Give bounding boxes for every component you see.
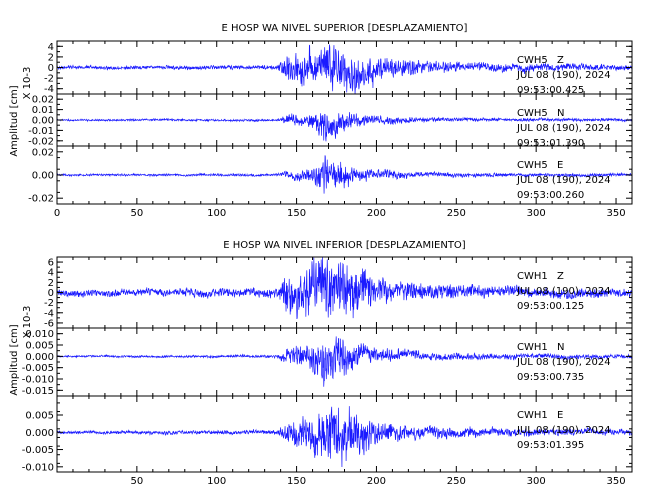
x-tick-label: 300 <box>527 476 546 487</box>
time-label: 09:53:01.395 <box>517 440 584 451</box>
seismogram-group-inferior: E HOSP WA NIVEL INFERIOR [DESPLAZAMIENTO… <box>9 240 633 487</box>
x-tick-label: 150 <box>287 476 306 487</box>
x-tick-label: 300 <box>527 208 546 219</box>
station-label: CWH1 <box>517 410 548 421</box>
panel-cwh5-e: -0.02 0.00 0.02 CWH5 E JUL 08 (190), 2024 09:5… <box>28 145 633 205</box>
scale-label: X 10-3 <box>22 67 33 100</box>
component-label: E <box>557 160 563 171</box>
y-tick-label: 0.00 <box>32 116 54 127</box>
component-label: N <box>557 342 564 353</box>
y-tick-label: -4 <box>44 84 54 95</box>
x-tick-label: 350 <box>606 208 625 219</box>
y-tick-label: 6 <box>48 258 54 269</box>
waveform-trace-cwh5-n <box>56 112 633 142</box>
waveform-trace-cwh5-z <box>56 44 633 95</box>
waveform-trace-cwh1-z <box>56 256 633 320</box>
date-label: JUL 08 (190), 2024 <box>516 175 611 186</box>
y-tick-label: 0.00 <box>32 171 54 182</box>
y-tick-label: 0.000 <box>25 352 54 363</box>
station-label: CWH5 <box>517 160 548 171</box>
x-tick-label: 250 <box>447 476 466 487</box>
y-tick-label: -0.015 <box>22 386 54 397</box>
y-tick-label: 0 <box>48 288 54 299</box>
y-tick-label: 0.000 <box>25 428 54 439</box>
y-tick-label: -2 <box>44 74 54 85</box>
x-tick-label: 50 <box>130 208 143 219</box>
y-tick-label: -0.02 <box>28 136 54 147</box>
y-tick-label: 0 <box>48 63 54 74</box>
y-tick-label: 0.01 <box>32 105 54 116</box>
x-tick-label: 100 <box>207 208 226 219</box>
x-tick-label: 250 <box>447 208 466 219</box>
component-label: Z <box>557 55 564 66</box>
y-tick-label: 0.02 <box>32 95 54 106</box>
station-label: CWH5 <box>517 55 548 66</box>
x-tick-label: 200 <box>367 208 386 219</box>
y-tick-label: 4 <box>48 268 54 279</box>
y-tick-label: -0.01 <box>28 126 54 137</box>
panel-cwh1-e: -0.010 -0.005 0.000 0.005 CWH1 E JUL 08 (190),… <box>22 395 633 473</box>
x-tick-label: 0 <box>54 208 60 219</box>
y-tick-label: -0.02 <box>28 194 54 205</box>
date-label: JUL 08 (190), 2024 <box>516 123 611 134</box>
time-label: 09:53:01.390 <box>517 138 584 149</box>
y-axis-label: Amplitud [cm] <box>9 324 20 395</box>
y-tick-label: -6 <box>44 318 54 329</box>
y-tick-label: -2 <box>44 298 54 309</box>
waveform-trace-cwh1-e <box>56 406 633 467</box>
y-tick-label: -0.010 <box>22 375 54 386</box>
station-label: CWH1 <box>517 271 548 282</box>
station-label: CWH1 <box>517 342 548 353</box>
waveform-trace-cwh5-e <box>56 155 633 194</box>
component-label: E <box>557 410 563 421</box>
panel-cwh5-z: -4-2024 CWH5 Z JUL 08 (190), 2024 09:53:00.4… <box>22 40 633 100</box>
waveform-trace-cwh1-n <box>56 336 633 387</box>
y-tick-label: 0.02 <box>32 147 54 158</box>
y-tick-label: 2 <box>48 278 54 289</box>
seismogram-group-superior: E HOSP WA NIVEL SUPERIOR [DESPLAZAMIENTO… <box>9 23 633 219</box>
y-tick-label: 0.005 <box>25 341 54 352</box>
component-label: Z <box>557 271 564 282</box>
scale-label: X 10-3 <box>22 306 33 339</box>
x-tick-label: 50 <box>130 476 143 487</box>
date-label: JUL 08 (190), 2024 <box>516 357 611 368</box>
y-tick-label: -4 <box>44 308 54 319</box>
x-tick-label: 350 <box>606 476 625 487</box>
date-label: JUL 08 (190), 2024 <box>516 425 611 436</box>
y-tick-label: 0.010 <box>25 329 54 340</box>
panel-cwh5-n: -0.02-0.010.000.010.02 CWH5 N JUL 08 (190),… <box>28 93 633 149</box>
y-tick-label: -0.005 <box>22 445 54 456</box>
time-label: 09:53:00.260 <box>517 190 584 201</box>
y-tick-label: 2 <box>48 52 54 63</box>
chart-title: E HOSP WA NIVEL INFERIOR [DESPLAZAMIENTO… <box>223 240 466 251</box>
time-label: 09:53:00.125 <box>517 301 584 312</box>
x-tick-label: 150 <box>287 208 306 219</box>
x-tick-label: 200 <box>367 476 386 487</box>
time-label: 09:53:00.735 <box>517 372 584 383</box>
y-axis-label: Amplitud [cm] <box>9 85 20 156</box>
y-tick-label: -0.005 <box>22 363 54 374</box>
y-tick-label: 4 <box>48 42 54 53</box>
y-tick-label: -0.010 <box>22 462 54 473</box>
time-label: 09:53:00.425 <box>517 85 584 96</box>
component-label: N <box>557 108 564 119</box>
station-label: CWH5 <box>517 108 548 119</box>
date-label: JUL 08 (190), 2024 <box>516 286 611 297</box>
y-tick-label: 0.005 <box>25 411 54 422</box>
x-tick-label: 100 <box>207 476 226 487</box>
chart-title: E HOSP WA NIVEL SUPERIOR [DESPLAZAMIENTO… <box>222 23 468 34</box>
date-label: JUL 08 (190), 2024 <box>516 70 611 81</box>
